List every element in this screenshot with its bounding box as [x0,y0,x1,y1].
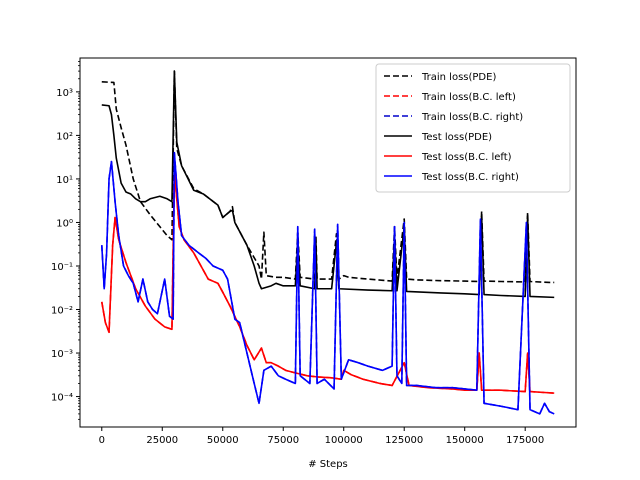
y-tick-label: 10⁻⁴ [51,393,73,404]
x-tick-label: 125000 [385,435,423,446]
legend-entry: Test loss(B.C. left) [421,152,512,163]
x-tick-label: 50000 [207,435,239,446]
legend-entry: Train loss(PDE) [421,72,496,83]
legend-entry: Train loss(B.C. right) [421,112,523,123]
legend: Train loss(PDE) Train loss(B.C. left) Trai… [375,63,571,193]
legend-entry: Test loss(PDE) [421,132,492,143]
series-line-1 [100,170,555,394]
y-tick-label: 10⁰ [56,218,73,229]
y-tick-label: 10¹ [56,175,73,186]
series-line-5 [100,151,555,415]
y-axis: 10⁻⁴ 10⁻³ 10⁻² 10⁻¹ 10⁰ 10¹ 10² 10³ [51,61,80,420]
legend-entry: Test loss(B.C. right) [421,172,519,183]
x-tick-label: 75000 [267,435,299,446]
series-line-4 [100,170,555,394]
y-tick-label: 10⁻¹ [51,262,73,273]
x-axis-label: # Steps [308,459,348,470]
x-axis: 0 25000 50000 75000 100000 125000 150000 175000 [99,427,544,446]
series-line-3 [101,70,555,299]
x-tick-label: 175000 [506,435,544,446]
x-tick-label: 150000 [446,435,484,446]
x-tick-label: 100000 [325,435,363,446]
y-tick-label: 10⁻³ [51,349,73,360]
legend-entry: Train loss(B.C. left) [421,92,516,103]
series-layer [100,70,555,415]
x-tick-label: 0 [99,435,105,446]
y-tick-label: 10³ [56,88,73,99]
plot-frame [79,57,577,428]
x-tick-label: 25000 [146,435,178,446]
y-tick-label: 10² [56,131,73,142]
y-tick-label: 10⁻² [51,306,73,317]
legend-box [375,63,571,193]
